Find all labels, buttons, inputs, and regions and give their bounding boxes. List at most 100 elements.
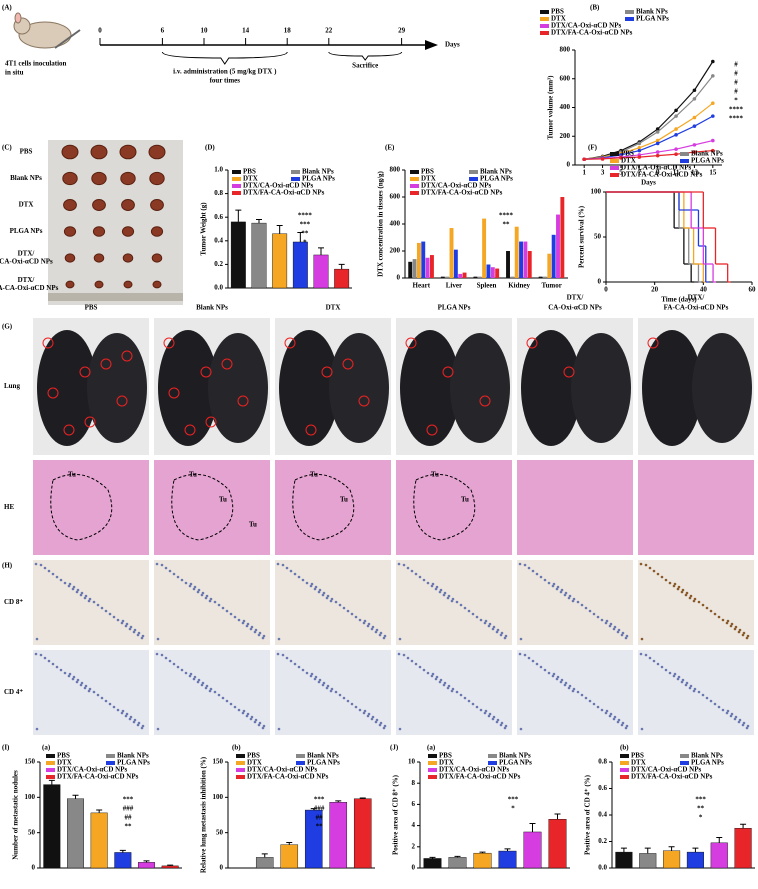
legend-label: PBS xyxy=(551,8,564,16)
decoration xyxy=(576,600,580,604)
legend-swatch xyxy=(469,170,478,174)
decoration xyxy=(689,684,693,688)
decoration xyxy=(318,678,322,682)
panel-label: (E) xyxy=(385,144,395,152)
decoration xyxy=(729,714,733,718)
legend-swatch xyxy=(236,775,245,779)
decoration xyxy=(425,40,438,50)
decoration xyxy=(617,628,621,632)
significance-mark: ## xyxy=(316,814,324,822)
series-line xyxy=(584,61,714,160)
decoration xyxy=(418,665,422,669)
decoration xyxy=(150,226,164,237)
decoration xyxy=(245,714,249,718)
decoration xyxy=(71,587,75,591)
decoration xyxy=(624,726,628,730)
row-label: DTX xyxy=(19,201,34,209)
decoration xyxy=(257,633,261,637)
error-bar xyxy=(644,847,651,854)
error-bar xyxy=(454,855,461,858)
y-axis-label: Tumor volume (mm³) xyxy=(547,75,555,140)
decoration xyxy=(213,600,217,604)
bar xyxy=(486,264,491,278)
point xyxy=(655,153,660,158)
bar xyxy=(710,842,728,869)
decoration xyxy=(246,712,250,716)
panel-label: (I) xyxy=(2,744,10,752)
decoration xyxy=(129,625,133,629)
decoration xyxy=(358,708,362,712)
y-tick-label: 1.0 xyxy=(214,166,223,174)
timeline-axis-label: Days xyxy=(445,41,460,49)
legend-label: DTX/FA-CA-Oxi-αCD NPs xyxy=(631,773,713,781)
legend-swatch xyxy=(620,775,629,779)
decoration xyxy=(92,199,106,211)
decoration xyxy=(692,689,696,693)
legend-swatch xyxy=(625,10,634,14)
decoration xyxy=(689,594,693,598)
decoration xyxy=(289,569,293,573)
decoration xyxy=(681,588,685,592)
error-bar xyxy=(338,263,345,270)
decoration xyxy=(613,625,617,629)
significance-mark: **** xyxy=(298,212,313,220)
legend-label: DTX/CA-Oxi-αCD NPs xyxy=(247,766,317,774)
decoration xyxy=(560,678,564,682)
decoration xyxy=(697,600,701,604)
decoration xyxy=(84,594,88,598)
decoration xyxy=(725,711,729,715)
significance-mark: * xyxy=(511,805,515,813)
decoration xyxy=(521,330,581,446)
decoration xyxy=(83,686,87,690)
decoration xyxy=(434,677,438,681)
decoration xyxy=(275,650,391,735)
tumor-mark: Tu xyxy=(189,471,197,479)
x-tick-label: 20 xyxy=(651,286,659,294)
decoration xyxy=(479,618,483,622)
decoration xyxy=(180,578,184,582)
decoration xyxy=(119,144,137,160)
decoration xyxy=(94,280,104,289)
y-tick-label: 800 xyxy=(560,46,571,54)
decoration xyxy=(656,662,660,666)
legend-swatch xyxy=(680,761,689,765)
bar xyxy=(560,197,565,278)
decoration xyxy=(84,416,96,428)
decoration xyxy=(471,702,475,706)
point xyxy=(637,141,642,146)
point xyxy=(674,114,678,118)
point xyxy=(674,133,678,137)
timeline-note: 4T1 cells inoculation xyxy=(5,60,67,68)
decoration xyxy=(125,622,129,626)
bar xyxy=(255,857,274,869)
decoration xyxy=(418,575,422,579)
decoration xyxy=(313,587,317,591)
decoration xyxy=(63,581,67,585)
decoration xyxy=(435,675,439,679)
decoration xyxy=(137,721,141,725)
decoration xyxy=(250,625,254,629)
decoration xyxy=(189,582,193,586)
panel-label: (J) xyxy=(390,744,399,752)
decoration xyxy=(677,585,681,589)
bar xyxy=(519,241,524,278)
decoration xyxy=(656,572,660,576)
decoration xyxy=(329,333,389,443)
decoration xyxy=(33,560,149,645)
decoration xyxy=(75,680,79,684)
legend-label: DTX/FA-CA-Oxi-αCD NPs xyxy=(551,29,633,37)
decoration xyxy=(87,689,91,693)
legend-label: DTX xyxy=(631,759,646,767)
decoration xyxy=(200,366,212,378)
significance-mark: **** xyxy=(729,115,744,123)
decoration xyxy=(639,652,643,656)
bar xyxy=(615,851,633,869)
decoration xyxy=(164,656,168,660)
decoration xyxy=(487,624,491,628)
decoration xyxy=(64,253,76,263)
bar xyxy=(272,233,288,289)
series-line xyxy=(584,150,713,160)
decoration xyxy=(124,714,128,718)
legend-swatch xyxy=(232,170,241,174)
